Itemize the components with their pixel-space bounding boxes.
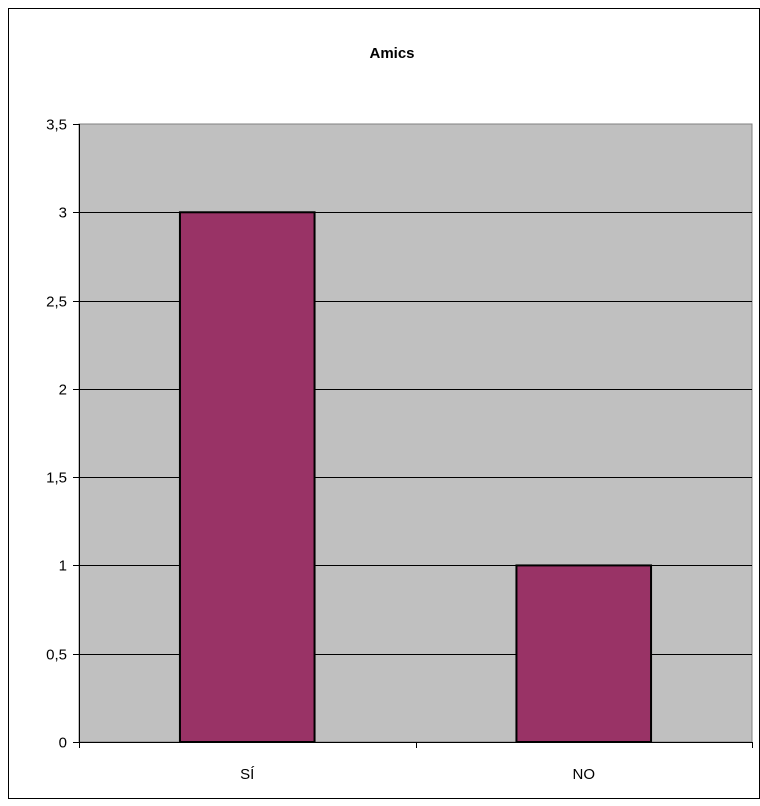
- y-tick-label: 2,5: [46, 294, 67, 311]
- y-tick-label: 0: [59, 735, 67, 752]
- chart-title: Amics: [369, 45, 414, 62]
- tick-labels: 0 0,5 1 1,5 2 2,5 3 3,5 SÍ NO: [46, 117, 595, 784]
- bars: [178, 211, 653, 744]
- bar-0: [178, 211, 316, 744]
- x-tick-label: SÍ: [240, 766, 255, 783]
- y-tick-label: 3,5: [46, 117, 67, 134]
- bar-1: [515, 564, 653, 744]
- x-tick-label: NO: [573, 766, 596, 783]
- y-tick-label: 1,5: [46, 470, 67, 487]
- y-tick-label: 0,5: [46, 647, 67, 664]
- y-tick-label: 3: [59, 205, 67, 222]
- y-tick-label: 2: [59, 382, 67, 399]
- y-tick-label: 1: [59, 558, 67, 575]
- axes: [73, 124, 753, 748]
